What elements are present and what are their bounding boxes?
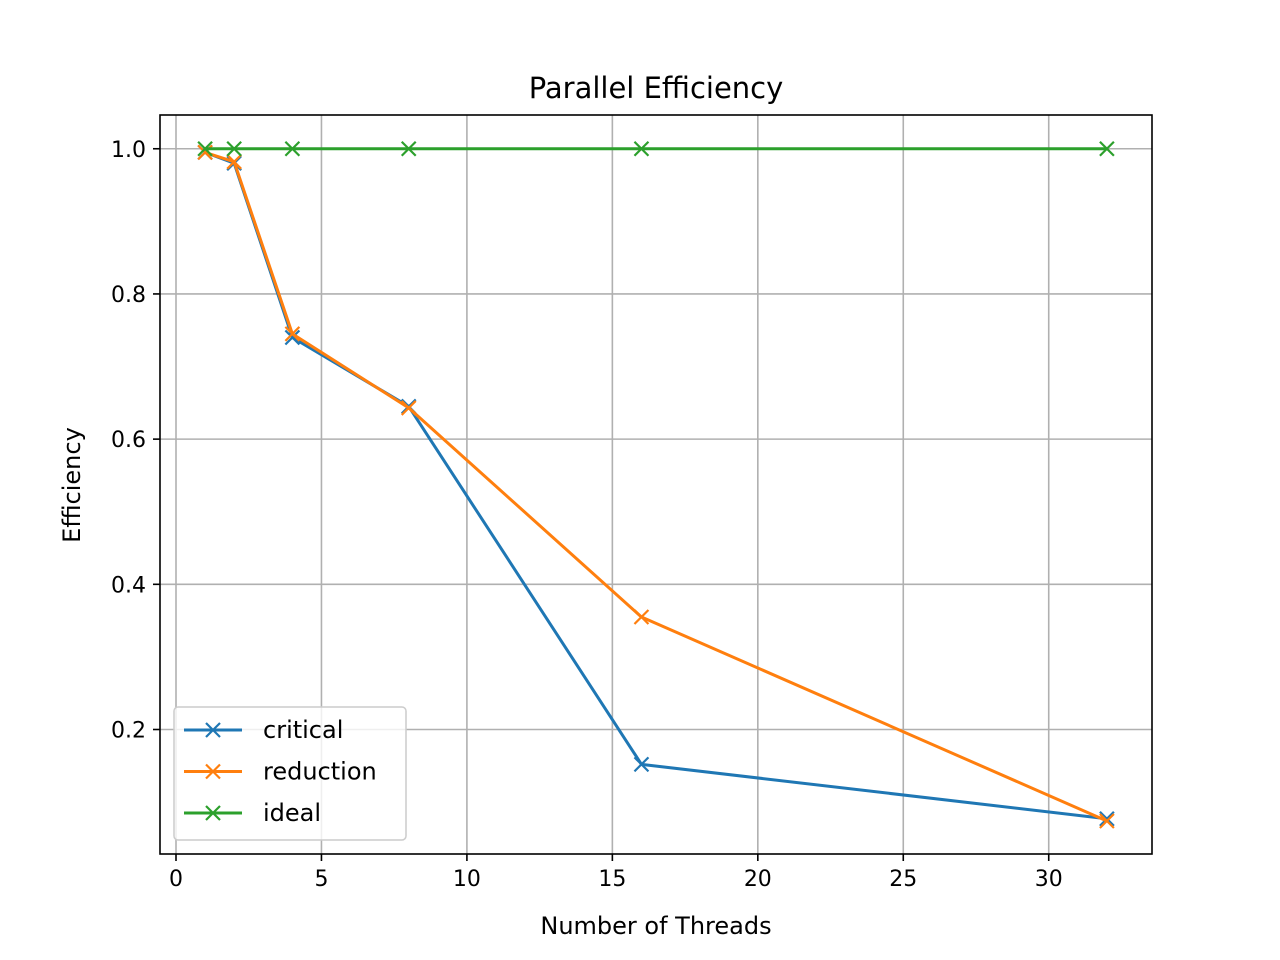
- ticks: 0 5 10 15 20 25 30 0.2 0.4 0.6 0.8 1.0: [111, 138, 1063, 892]
- data-point-critical: [284, 329, 301, 346]
- data-point-ideal: [633, 140, 650, 157]
- data-point-ideal: [400, 140, 417, 157]
- legend-marker: [205, 763, 221, 780]
- data-point-reduction: [1099, 813, 1115, 829]
- data-point-critical: [633, 756, 650, 773]
- x-tick-label: 10: [453, 867, 481, 892]
- data-point-ideal: [1099, 140, 1115, 157]
- x-tick-label: 20: [744, 867, 772, 892]
- data-point-ideal: [284, 140, 301, 157]
- legend-label: critical: [263, 716, 343, 744]
- data-point-reduction: [633, 609, 650, 625]
- data-point-reduction: [226, 154, 242, 170]
- legend-marker: [205, 805, 221, 821]
- data-point-ideal: [197, 140, 213, 157]
- legend: critical reduction ideal: [173, 706, 407, 841]
- legend-label: ideal: [263, 799, 321, 827]
- data-point-critical: [1099, 811, 1115, 827]
- x-tick-label: 15: [598, 867, 626, 892]
- legend-item-reduction: reduction: [184, 758, 377, 786]
- legend-item-ideal: ideal: [184, 799, 321, 827]
- data-point-reduction: [284, 326, 301, 342]
- x-tick-label: 5: [314, 867, 328, 892]
- y-tick-label: 0.2: [111, 719, 146, 744]
- data-point-ideal: [226, 140, 242, 157]
- series-line-reduction: [204, 150, 1108, 823]
- y-axis-label: Efficiency: [58, 427, 86, 543]
- legend-box: [173, 706, 407, 841]
- series-layer: [197, 140, 1115, 829]
- series-ideal: [197, 140, 1115, 157]
- y-tick-label: 0.4: [111, 573, 146, 598]
- x-tick-label: 0: [169, 867, 183, 892]
- legend-marker: [205, 722, 221, 738]
- y-tick-label: 0.8: [111, 283, 146, 308]
- y-tick-label: 0.6: [111, 428, 146, 453]
- x-axis-label: Number of Threads: [540, 912, 771, 940]
- plot-frame: [159, 114, 1153, 855]
- series-reduction: [197, 144, 1115, 829]
- chart-title: Parallel Efficiency: [529, 71, 784, 105]
- data-point-reduction: [400, 400, 417, 416]
- x-tick-label: 25: [889, 867, 917, 892]
- y-tick-label: 1.0: [111, 138, 146, 163]
- legend-item-critical: critical: [184, 716, 343, 744]
- x-tick-label: 30: [1035, 867, 1063, 892]
- legend-label: reduction: [263, 758, 377, 786]
